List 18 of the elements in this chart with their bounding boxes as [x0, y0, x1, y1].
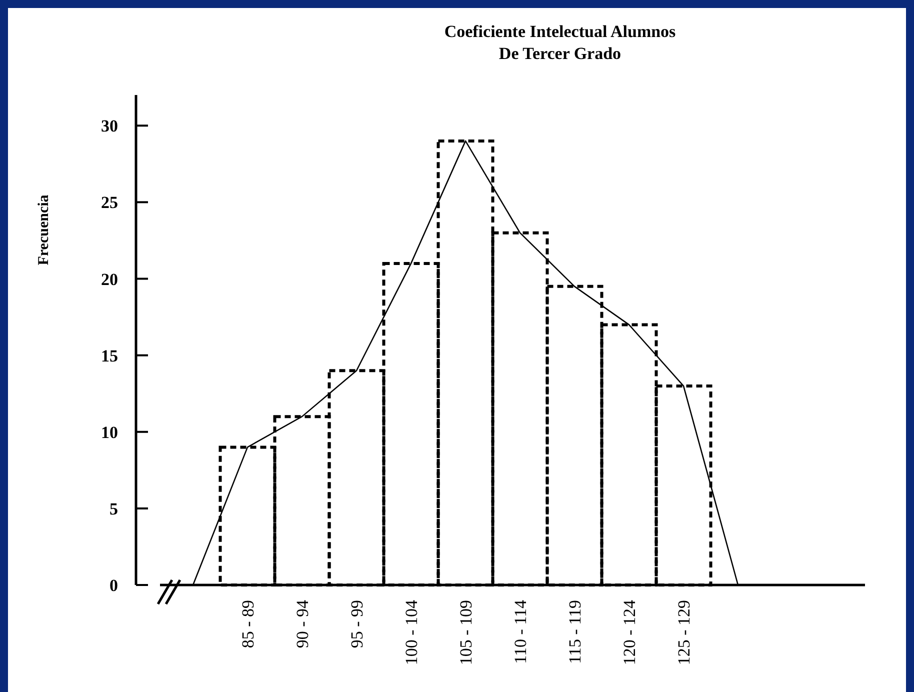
x-tick-label: 85 - 89 [238, 600, 258, 648]
y-tick-label: 15 [101, 346, 118, 366]
y-tick-label: 10 [101, 422, 118, 442]
chart-title: Coeficiente Intelectual Alumnos De Tercer Grado [444, 22, 676, 63]
x-tick-label: 95 - 99 [348, 600, 366, 648]
x-tick-label: 90 - 94 [293, 600, 312, 648]
y-tick-label: 20 [101, 270, 118, 289]
y-tick-label: 25 [101, 193, 118, 212]
x-tick-label: 110 - 114 [511, 600, 530, 664]
y-tick-label: 5 [110, 499, 118, 518]
y-tick-label: 30 [101, 116, 118, 136]
y-tick-label: 0 [110, 576, 118, 595]
x-tick-label: 100 - 104 [402, 600, 421, 666]
x-tick-label: 120 - 124 [620, 600, 639, 666]
x-tick-label: 115 - 119 [566, 600, 584, 664]
x-tick-label: 125 - 129 [674, 600, 694, 666]
y-axis-title: Frecuencia [36, 194, 52, 266]
x-tick-label: 105 - 109 [456, 600, 476, 666]
